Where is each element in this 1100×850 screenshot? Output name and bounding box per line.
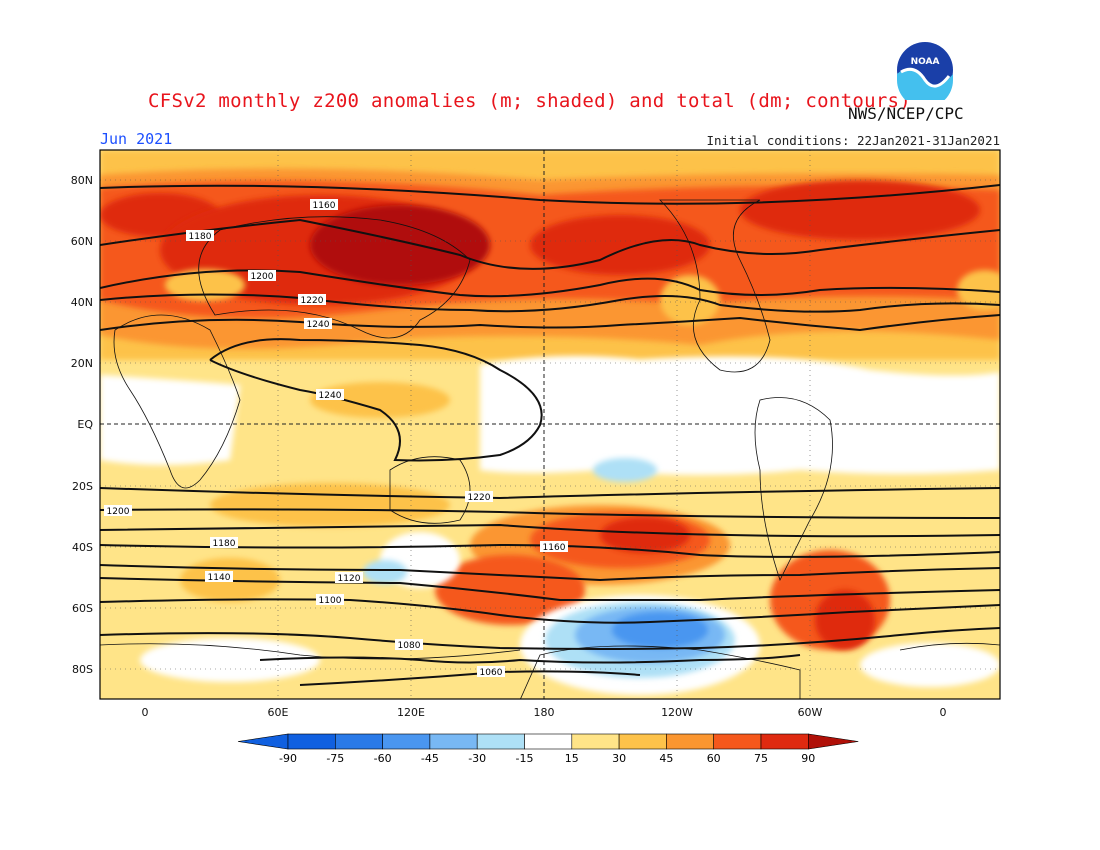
label-1060-s: 1060 (477, 666, 505, 678)
contour-labels: 1160 1180 1200 1220 1240 1240 1220 1200 … (104, 199, 568, 678)
noaa-logo: NOAA (896, 41, 954, 100)
height-contours (100, 184, 1000, 686)
lon-label: 120E (397, 706, 425, 719)
colorbar-swatch (382, 733, 431, 750)
label-1180-s: 1180 (210, 537, 238, 549)
colorbar-swatch (429, 733, 478, 750)
svg-text:1180: 1180 (213, 539, 236, 549)
label-1080-s: 1080 (395, 639, 423, 651)
label-1240-n: 1240 (304, 318, 332, 330)
lat-axis: 80N 60N 40N 20N EQ 20S 40S 60S 80S (71, 174, 94, 676)
colorbar-under-arrow (237, 733, 289, 750)
svg-text:1220: 1220 (301, 296, 324, 306)
colorbar-swatch (760, 733, 809, 750)
initial-conditions: Initial conditions: 22Jan2021-31Jan2021 (706, 133, 1001, 148)
colorbar-swatch (476, 733, 525, 750)
lat-label: 40N (71, 296, 93, 309)
colorbar-tick-label: 15 (565, 752, 579, 765)
lat-label: 20S (72, 480, 93, 493)
label-1180-n: 1180 (186, 230, 214, 242)
colorbar: -90 -75 -60 -45 -30 -15 15 30 45 60 75 90 (237, 733, 859, 765)
svg-text:1220: 1220 (468, 493, 491, 503)
svg-text:1060: 1060 (480, 668, 503, 678)
colorbar-tick-label: -90 (279, 752, 297, 765)
lon-label: 0 (142, 706, 149, 719)
colorbar-tick-label: -45 (421, 752, 439, 765)
lon-label: 60W (798, 706, 823, 719)
svg-text:1100: 1100 (319, 596, 342, 606)
colorbar-tick-label: -15 (516, 752, 534, 765)
colorbar-tick-label: 30 (612, 752, 626, 765)
colorbar-tick-label: 60 (707, 752, 721, 765)
label-1100-s: 1100 (316, 594, 344, 606)
lon-axis: 0 60E 120E 180 120W 60W 0 (142, 706, 947, 719)
svg-text:1080: 1080 (398, 641, 421, 651)
label-1160-n: 1160 (310, 199, 338, 211)
label-1240-tropics: 1240 (316, 389, 344, 401)
lon-label: 120W (661, 706, 693, 719)
colorbar-swatch (287, 733, 336, 750)
colorbar-tick-label: -30 (468, 752, 486, 765)
colorbar-over-arrow (807, 733, 859, 750)
svg-text:1160: 1160 (543, 543, 566, 553)
lat-label: 40S (72, 541, 93, 554)
svg-text:1240: 1240 (307, 320, 330, 330)
colorbar-swatch (571, 733, 620, 750)
colorbar-tick-label: 90 (801, 752, 815, 765)
label-1160-s: 1160 (540, 541, 568, 553)
lat-label: 80N (71, 174, 93, 187)
colorbar-tick-label: -75 (326, 752, 344, 765)
logo-text: NOAA (911, 57, 940, 67)
chart-title: CFSv2 monthly z200 anomalies (m; shaded)… (148, 90, 912, 112)
lon-label: 180 (534, 706, 555, 719)
map-frame (99, 149, 1001, 700)
svg-text:1200: 1200 (251, 272, 274, 282)
agency-label: NWS/NCEP/CPC (848, 104, 964, 123)
lat-label: EQ (77, 418, 93, 431)
label-1200-s: 1200 (104, 505, 132, 517)
svg-text:1180: 1180 (189, 232, 212, 242)
colorbar-swatch (666, 733, 715, 750)
svg-text:1240: 1240 (319, 391, 342, 401)
colorbar-swatch (334, 733, 383, 750)
colorbar-tick-label: 75 (754, 752, 768, 765)
label-1120-s: 1120 (335, 572, 363, 584)
svg-text:1160: 1160 (313, 201, 336, 211)
lat-label: 80S (72, 663, 93, 676)
label-1200-n: 1200 (248, 270, 276, 282)
lat-label: 20N (71, 357, 93, 370)
colorbar-swatch (618, 733, 667, 750)
lon-label: 0 (940, 706, 947, 719)
label-1220-s: 1220 (465, 491, 493, 503)
lon-label: 60E (268, 706, 289, 719)
lat-label: 60S (72, 602, 93, 615)
label-1140-s: 1140 (205, 571, 233, 583)
forecast-month: Jun 2021 (100, 130, 173, 148)
svg-text:1200: 1200 (107, 507, 130, 517)
lat-label: 60N (71, 235, 93, 248)
svg-text:1140: 1140 (208, 573, 231, 583)
colorbar-swatch (713, 733, 762, 750)
svg-text:1120: 1120 (338, 574, 361, 584)
colorbar-tick-label: -60 (374, 752, 392, 765)
colorbar-tick-label: 45 (659, 752, 673, 765)
label-1220-n: 1220 (298, 294, 326, 306)
colorbar-swatch (524, 733, 573, 750)
